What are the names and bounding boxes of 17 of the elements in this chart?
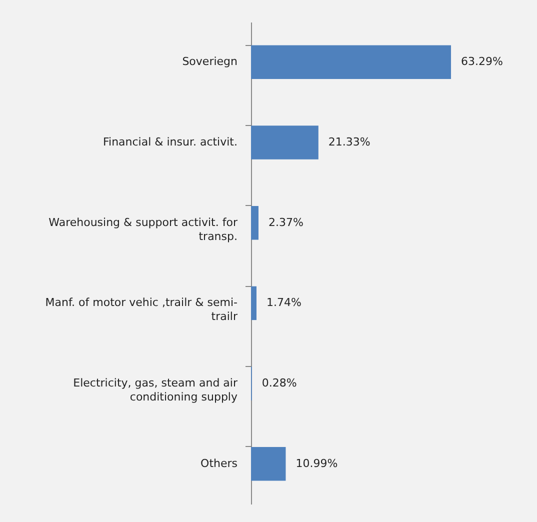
y-tick-label: Soveriegn <box>182 55 238 68</box>
y-tick-label: Manf. of motor vehic ,trailr & semi-trailr <box>45 296 238 324</box>
y-tick-label: Financial & insur. activit. <box>102 136 238 148</box>
y-tick-label: Warehousing & support activit. for transp. <box>48 216 238 243</box>
y-tick-label: Others <box>200 456 238 470</box>
bar <box>251 126 318 160</box>
data-label: 10.99% <box>296 456 338 470</box>
bar <box>251 286 256 320</box>
data-label: 1.74% <box>266 296 302 310</box>
data-label: 21.33% <box>328 136 370 148</box>
bar <box>251 446 286 481</box>
data-label: 0.28% <box>262 376 297 390</box>
y-tick-label: Electricity, gas, steam and air conditioning supply <box>73 376 238 404</box>
data-label: 63.29% <box>461 55 503 68</box>
bar <box>251 206 258 240</box>
bar <box>251 45 451 80</box>
data-label: 2.37% <box>268 216 304 229</box>
